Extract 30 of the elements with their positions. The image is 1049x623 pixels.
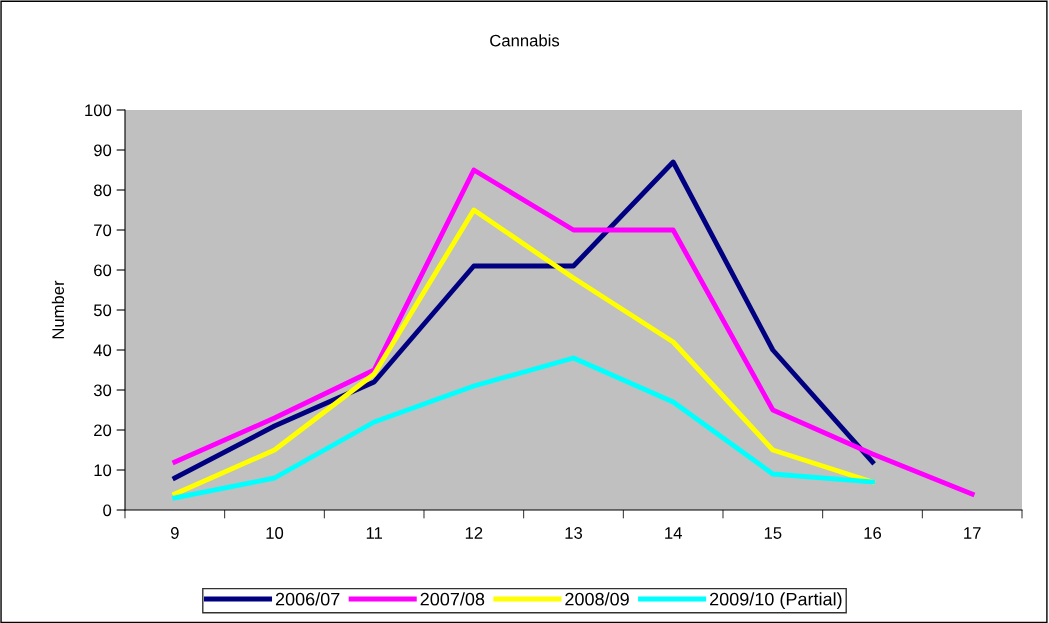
x-tick-label: 11 <box>366 527 383 539</box>
legend-label: 2008/09 <box>565 592 629 606</box>
y-tick-label: 60 <box>94 264 112 277</box>
y-tick-label: 30 <box>93 384 112 397</box>
x-tick-label: 16 <box>864 527 882 539</box>
y-tick-label: 20 <box>94 424 112 437</box>
y-tick-label: 100 <box>85 104 112 117</box>
chart-title: Cannabis <box>490 34 560 47</box>
y-tick-label: 90 <box>94 144 112 157</box>
x-tick-label: 12 <box>465 527 483 539</box>
y-axis-title: Number <box>51 280 65 339</box>
x-tick-label: 9 <box>170 527 179 539</box>
line-series <box>172 355 875 501</box>
legend-label: 2009/10 (Partial) <box>710 592 842 610</box>
y-tick-label: 80 <box>93 184 112 197</box>
x-tick-label: 14 <box>665 527 682 539</box>
y-tick-label: 50 <box>93 304 112 317</box>
x-tick-label: 10 <box>266 527 284 539</box>
legend-label: 2007/08 <box>420 592 485 606</box>
legend-label: 2006/07 <box>275 592 340 606</box>
x-tick-label: 17 <box>964 527 981 539</box>
line-series <box>172 167 975 497</box>
y-tick-label: 40 <box>93 344 112 357</box>
y-tick-label: 10 <box>94 464 112 477</box>
x-tick-label: 13 <box>565 527 583 539</box>
y-tick-label: 70 <box>94 224 112 237</box>
x-tick-label: 15 <box>764 527 782 539</box>
y-tick-label: 0 <box>103 504 112 517</box>
line-series <box>172 207 875 497</box>
line-series <box>172 159 875 481</box>
